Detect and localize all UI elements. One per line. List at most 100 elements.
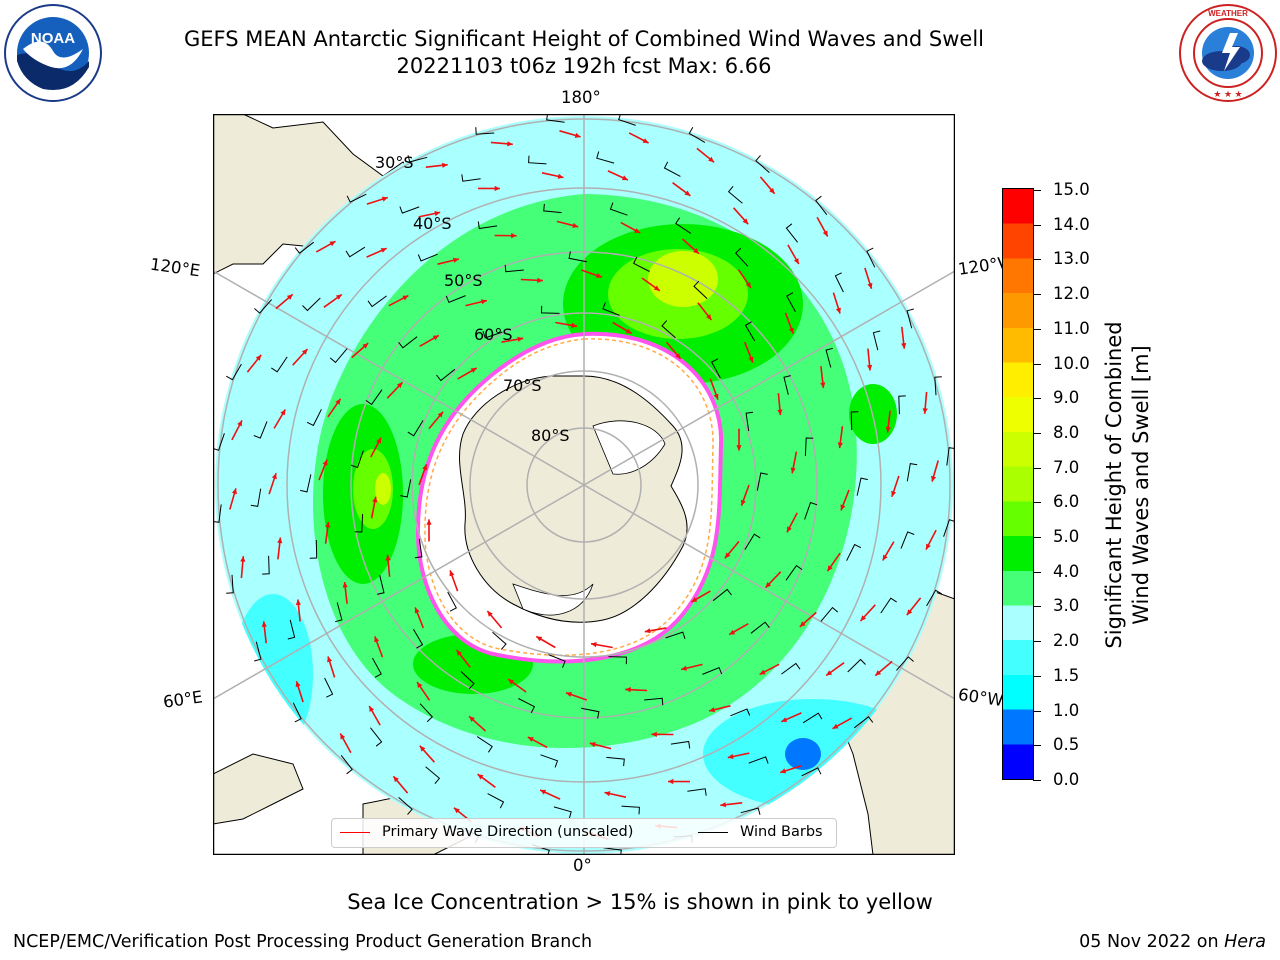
wind-barb — [750, 621, 770, 634]
wind-barb — [306, 409, 322, 427]
wind-barb — [292, 702, 302, 723]
wind-barb — [744, 533, 761, 550]
lat-label-70s: 70°S — [503, 376, 542, 395]
wind-barb — [324, 677, 334, 698]
map-panel: 30°S 40°S 50°S 60°S 70°S 80°S — [213, 114, 955, 855]
noaa-logo: NOAA — [4, 4, 102, 102]
wind-barb — [727, 185, 743, 204]
colorbar-tick-mark — [1033, 745, 1041, 747]
wind-barb — [602, 302, 620, 316]
wind-barb — [934, 376, 942, 396]
wave-direction-arrowhead — [706, 314, 712, 320]
wind-barb — [900, 531, 915, 549]
wind-barb — [345, 246, 366, 258]
wind-barb — [825, 347, 833, 368]
wind-barb — [414, 538, 423, 559]
wind-barb — [621, 805, 640, 815]
wave-direction-arrowhead — [634, 228, 641, 233]
wind-barb — [804, 501, 818, 520]
wave-direction-arrowhead — [891, 490, 897, 497]
lat-label-80s: 80°S — [531, 426, 570, 445]
wind-barb — [400, 479, 412, 498]
wave-direction-arrowhead — [557, 173, 564, 179]
wind-barb — [329, 348, 348, 364]
wind-barb — [702, 666, 723, 675]
colorbar-tick-mark — [1033, 675, 1041, 677]
wind-barb — [476, 736, 493, 753]
wind-barb — [271, 356, 288, 373]
wave-direction-arrowhead — [684, 190, 691, 196]
wave-direction-arrowhead — [799, 621, 806, 627]
wind-barb — [608, 656, 628, 665]
wave-direction-arrowhead — [271, 473, 277, 480]
wave-direction-arrowhead — [572, 222, 579, 228]
colorbar-tick-label: 6.0 — [1053, 492, 1080, 512]
lon-label-60e: 60°E — [161, 687, 204, 712]
wind-barb — [504, 264, 524, 273]
wave-direction-arrowhead — [840, 504, 846, 511]
wave-direction-arrowhead — [724, 552, 731, 559]
svg-text:WEATHER: WEATHER — [1208, 9, 1248, 18]
wind-barb — [687, 788, 707, 796]
wind-barb — [254, 641, 262, 662]
wave-direction-arrowhead — [240, 556, 246, 562]
wind-barb — [250, 488, 262, 507]
wind-barb — [367, 295, 387, 308]
wave-direction-arrowhead — [693, 248, 699, 254]
wave-direction-arrowhead — [517, 336, 524, 342]
wind-barb — [906, 308, 914, 329]
wind-barb — [487, 793, 505, 809]
wave-direction-arrowhead — [414, 607, 420, 614]
wave-direction-arrowhead — [470, 368, 477, 373]
colorbar-tick-mark — [1033, 467, 1041, 469]
wave-direction-arrowhead — [453, 257, 459, 263]
wind-barb — [548, 654, 566, 668]
wave-direction-arrowhead — [277, 537, 283, 544]
wind-barb — [663, 161, 681, 177]
africa-land — [213, 753, 304, 825]
legend-label-wave-direction: Primary Wave Direction (unscaled) — [382, 824, 634, 840]
wave-direction-arrowhead — [589, 742, 596, 748]
wind-barb — [407, 420, 424, 437]
colorbar-tick-mark — [1033, 432, 1041, 434]
wave-direction-arrowhead — [449, 570, 455, 577]
wave-direction-arrowhead — [426, 519, 432, 525]
wind-barb — [475, 127, 495, 135]
footer-machine: Hera — [1224, 932, 1266, 952]
wind-barb — [815, 195, 828, 216]
sea-ice-note: Sea Ice Concentration > 15% is shown in … — [347, 890, 933, 914]
wind-barb — [477, 221, 498, 230]
wave-direction-arrowhead — [417, 682, 423, 688]
wave-direction-arrowhead — [540, 789, 547, 795]
wind-barb — [693, 280, 708, 299]
colorbar-tick-mark — [1033, 294, 1041, 296]
wave-direction-arrowhead — [280, 409, 286, 416]
wind-barb — [350, 450, 364, 469]
wave-direction-arrowhead — [781, 717, 788, 722]
wind-barb — [853, 716, 874, 729]
wave-direction-arrowhead — [255, 354, 262, 361]
wind-barb — [748, 756, 769, 764]
legend-swatch-black-line — [698, 831, 728, 833]
wind-barb — [407, 155, 428, 163]
wave-direction-arrowhead — [931, 475, 937, 482]
wave-direction-arrowhead — [596, 273, 602, 278]
wind-barb — [302, 297, 321, 312]
wind-barb — [309, 539, 318, 559]
wind-barb — [254, 299, 272, 314]
wind-barb — [370, 727, 383, 747]
colorbar-tick-mark — [1033, 190, 1041, 191]
wind-barb — [482, 331, 503, 339]
wave-direction-arrowhead — [335, 294, 342, 300]
colorbar-label: Significant Height of Combined Wind Wave… — [1101, 321, 1155, 648]
wind-barb — [399, 206, 420, 214]
wave-direction-arrowhead — [393, 776, 399, 783]
wind-barb — [665, 631, 686, 639]
colorbar-tick-mark — [1033, 606, 1041, 608]
wave-direction-arrowhead — [537, 277, 543, 283]
wind-barb — [412, 628, 424, 649]
wind-barb — [294, 241, 315, 254]
wave-direction-arrowhead — [867, 364, 873, 371]
wave-direction-arrowhead — [642, 138, 649, 143]
wave-direction-arrowhead — [651, 731, 657, 737]
